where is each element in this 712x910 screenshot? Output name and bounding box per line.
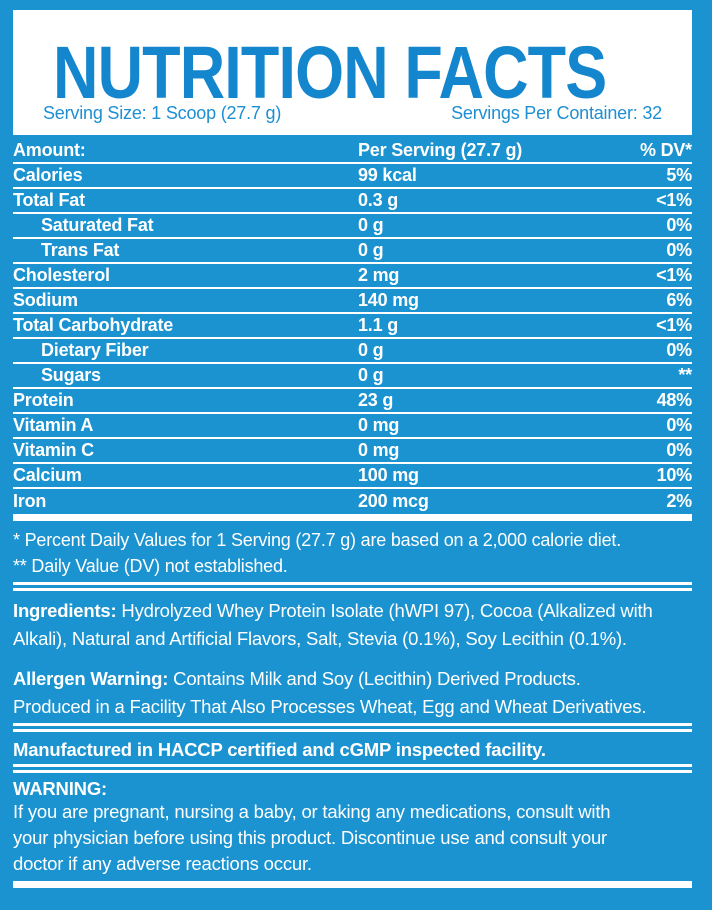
section-separator-bar (13, 514, 692, 521)
footnote-dv-not-established: ** Daily Value (DV) not established. (13, 556, 288, 576)
double-rule-divider (13, 764, 692, 773)
nutrient-name: Cholesterol (13, 265, 110, 285)
nutrient-amount: 0 g (358, 240, 384, 260)
dv-header: % DV* (639, 140, 692, 160)
table-row: Dietary Fiber 0 g 0% (13, 339, 692, 364)
warning-line-3: doctor if any adverse reactions occur. (13, 853, 312, 874)
table-row: Sodium 140 mg 6% (13, 289, 692, 314)
allergen-line-1: Allergen Warning: Contains Milk and Soy … (13, 668, 581, 689)
table-row: Cholesterol 2 mg <1% (13, 264, 692, 289)
warning-text: If you are pregnant, nursing a baby, or … (13, 799, 692, 877)
nutrient-dv: 48% (656, 390, 693, 410)
table-row: Calories 99 kcal 5% (13, 164, 692, 189)
nutrient-name: Calories (13, 165, 83, 185)
nutrient-amount: 2 mg (358, 265, 400, 285)
nutrient-dv: 0% (666, 340, 692, 360)
table-row: Saturated Fat 0 g 0% (13, 214, 692, 239)
nutrient-amount: 1.1 g (358, 315, 399, 335)
double-rule-divider (13, 723, 692, 732)
table-row: Total Carbohydrate 1.1 g <1% (13, 314, 692, 339)
table-row: Sugars 0 g ** (13, 364, 692, 389)
nutrient-name: Iron (13, 491, 47, 511)
nutrient-name: Protein (13, 390, 74, 410)
bottom-bar (13, 881, 692, 888)
allergen-line-2: Produced in a Facility That Also Process… (13, 696, 647, 717)
per-serving-header: Per Serving (27.7 g) (358, 140, 523, 160)
nutrient-name: Total Carbohydrate (13, 315, 174, 335)
nutrient-dv: 2% (666, 491, 692, 511)
nutrient-name: Trans Fat (41, 240, 120, 260)
nutrition-table: Amount: Per Serving (27.7 g) % DV* Calor… (13, 139, 692, 514)
nutrient-dv: 0% (666, 215, 692, 235)
nutrient-dv: 0% (666, 240, 692, 260)
nutrient-amount: 0.3 g (358, 190, 399, 210)
ingredients-line-2: Alkali), Natural and Artificial Flavors,… (13, 628, 627, 649)
header-box: NUTRITION FACTS Serving Size: 1 Scoop (2… (13, 10, 692, 135)
table-row: Protein 23 g 48% (13, 389, 692, 414)
nutrient-amount: 0 g (358, 365, 384, 385)
table-row: Calcium 100 mg 10% (13, 464, 692, 489)
nutrient-amount: 0 g (358, 340, 384, 360)
nutrient-dv: <1% (656, 190, 692, 210)
table-row: Vitamin C 0 mg 0% (13, 439, 692, 464)
nutrient-dv: 10% (656, 465, 693, 485)
warning-line-2: your physician before using this product… (13, 827, 607, 848)
allergen-warning-label: Allergen Warning: (13, 668, 169, 689)
nutrient-amount: 100 mg (358, 465, 419, 485)
footnote-daily-values: * Percent Daily Values for 1 Serving (27… (13, 530, 622, 550)
nutrient-amount: 99 kcal (358, 165, 417, 185)
table-header-row: Amount: Per Serving (27.7 g) % DV* (13, 139, 692, 164)
nutrient-amount: 0 mg (358, 415, 400, 435)
nutrient-name: Sodium (13, 290, 78, 310)
table-row: Total Fat 0.3 g <1% (13, 189, 692, 214)
nutrient-dv: 6% (666, 290, 692, 310)
nutrient-name: Calcium (13, 465, 82, 485)
nutrient-amount: 200 mcg (358, 491, 429, 511)
servings-per-container-text: Servings Per Container: 32 (451, 103, 662, 123)
nutrient-amount: 0 mg (358, 440, 400, 460)
amount-header: Amount: (13, 140, 86, 160)
footnotes: * Percent Daily Values for 1 Serving (27… (13, 527, 692, 579)
warning-line-1: If you are pregnant, nursing a baby, or … (13, 801, 611, 822)
warning-heading: WARNING: (13, 778, 107, 799)
nutrient-name: Saturated Fat (41, 215, 154, 235)
table-row: Vitamin A 0 mg 0% (13, 414, 692, 439)
nutrient-name: Vitamin C (13, 440, 94, 460)
nutrient-name: Dietary Fiber (41, 340, 149, 360)
nutrient-name: Sugars (41, 365, 101, 385)
double-rule-divider (13, 582, 692, 591)
nutrient-amount: 23 g (358, 390, 394, 410)
nutrient-amount: 140 mg (358, 290, 419, 310)
table-row: Iron 200 mcg 2% (13, 489, 692, 514)
nutrient-dv: 0% (666, 440, 692, 460)
label-content: Amount: Per Serving (27.7 g) % DV* Calor… (13, 139, 692, 888)
nutrient-name: Total Fat (13, 190, 85, 210)
ingredients-section: Ingredients: Hydrolyzed Whey Protein Iso… (13, 597, 692, 653)
page-title: NUTRITION FACTS (53, 31, 607, 114)
serving-size-text: Serving Size: 1 Scoop (27.7 g) (43, 103, 282, 123)
nutrient-dv: 5% (666, 165, 692, 185)
nutrient-name: Vitamin A (13, 415, 94, 435)
allergen-warning-section: Allergen Warning: Contains Milk and Soy … (13, 665, 692, 721)
nutrient-dv: <1% (656, 265, 692, 285)
ingredients-line-1: Ingredients: Hydrolyzed Whey Protein Iso… (13, 600, 653, 621)
serving-info-row: Serving Size: 1 Scoop (27.7 g) Servings … (43, 103, 662, 124)
ingredients-label: Ingredients: (13, 600, 117, 621)
nutrient-amount: 0 g (358, 215, 384, 235)
nutrient-dv: <1% (656, 315, 692, 335)
nutrient-dv: ** (678, 365, 692, 385)
nutrient-dv: 0% (666, 415, 692, 435)
table-row: Trans Fat 0 g 0% (13, 239, 692, 264)
manufactured-note: Manufactured in HACCP certified and cGMP… (13, 739, 546, 760)
